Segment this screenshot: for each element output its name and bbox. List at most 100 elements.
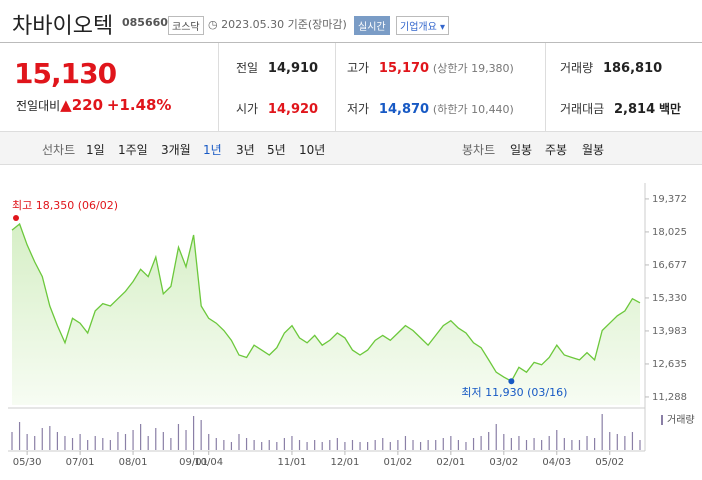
volume-bar bbox=[170, 438, 172, 450]
overview-dropdown[interactable]: 기업개요 ▾ bbox=[396, 16, 450, 35]
volume-bar bbox=[389, 442, 391, 450]
volume-bar bbox=[291, 436, 293, 450]
volume-bar bbox=[450, 436, 452, 450]
volume-legend: 거래량 bbox=[667, 414, 695, 426]
volume-bar bbox=[147, 436, 149, 450]
x-tick-label: 07/01 bbox=[66, 457, 95, 468]
volume-bar bbox=[117, 432, 119, 450]
high-dot bbox=[13, 214, 19, 221]
volume-bar bbox=[102, 438, 104, 450]
volume-bar bbox=[18, 422, 21, 450]
volume-legend-swatch bbox=[661, 415, 663, 425]
x-tick-label: 11/01 bbox=[278, 457, 307, 468]
x-tick-label: 08/01 bbox=[119, 457, 148, 468]
period-button[interactable]: 3개월 bbox=[161, 143, 191, 157]
volume-bar bbox=[321, 442, 323, 450]
period-bar: 선차트 봉차트 1일 1주일 3개월 1년 3년 5년 10년 일봉 주봉 월봉 bbox=[0, 131, 702, 165]
volume-bar bbox=[192, 416, 195, 450]
volume-bar bbox=[283, 438, 285, 450]
low-annotation: 최저 11,930 (03/16) bbox=[461, 386, 567, 399]
volume-bar bbox=[124, 434, 127, 450]
volume-bar bbox=[631, 432, 634, 450]
x-tick-label: 03/02 bbox=[489, 457, 518, 468]
period-button[interactable]: 1일 bbox=[86, 143, 105, 157]
y-tick-label: 19,372 bbox=[652, 194, 687, 205]
volume-bar bbox=[306, 442, 308, 450]
chart: 11,288 12,635 13,983 15,330 16,677 18,025 19,3… bbox=[8, 183, 695, 468]
change-pct: +1.48% bbox=[106, 96, 172, 114]
volume-bar bbox=[427, 440, 429, 450]
period-button[interactable]: 5년 bbox=[267, 143, 286, 157]
volume-bar bbox=[71, 438, 74, 450]
quote-label: 전일 bbox=[236, 61, 259, 75]
volume-bar bbox=[367, 442, 369, 450]
price-box: 15,130 전일대비▲220 +1.48% bbox=[0, 43, 219, 131]
x-tick-label: 04/03 bbox=[542, 457, 571, 468]
candle-button[interactable]: 월봉 bbox=[582, 143, 605, 157]
x-tick-label: 09/01 bbox=[179, 457, 208, 468]
volume-bar bbox=[419, 442, 422, 450]
quote-sub: (상한가 19,380) bbox=[432, 62, 514, 75]
volume-bar bbox=[155, 428, 157, 450]
overview-text: 기업개요 bbox=[400, 22, 437, 33]
quote-sub: (하한가 10,440) bbox=[432, 103, 514, 116]
change: 220 bbox=[71, 96, 104, 114]
change-label: 전일대비 bbox=[16, 99, 61, 113]
volume-bar bbox=[208, 434, 210, 450]
volume-bar bbox=[616, 434, 618, 450]
candle-button[interactable]: 일봉 bbox=[510, 143, 533, 157]
high-label: 최고 bbox=[12, 199, 32, 212]
volume-bar bbox=[624, 436, 626, 450]
x-tick-label: 10/04 bbox=[194, 457, 223, 468]
volume-bar bbox=[56, 432, 58, 450]
volume-bar bbox=[298, 440, 301, 450]
volume-bar bbox=[359, 442, 361, 450]
volume-bar bbox=[609, 432, 611, 450]
volume-bar bbox=[276, 442, 278, 450]
volume-bar bbox=[518, 436, 520, 450]
quote-value: 14,870 bbox=[378, 102, 430, 117]
volume-bar bbox=[238, 434, 240, 450]
volume-bar bbox=[162, 432, 164, 450]
y-tick-label: 16,677 bbox=[652, 260, 687, 271]
volume-bar bbox=[253, 440, 255, 450]
quote-label: 거래량 bbox=[560, 61, 594, 75]
volume-bar bbox=[374, 440, 376, 450]
volume-bar bbox=[34, 436, 36, 450]
volume-bar bbox=[41, 428, 43, 450]
volume-bar bbox=[435, 440, 437, 450]
realtime-button[interactable]: 실시간 bbox=[354, 16, 390, 35]
low-label: 최저 bbox=[461, 386, 481, 399]
period-button[interactable]: 10년 bbox=[299, 143, 326, 157]
x-tick-label: 05/02 bbox=[595, 457, 624, 468]
volume-bar bbox=[541, 440, 543, 450]
volume-bar bbox=[442, 438, 444, 450]
volume-bar bbox=[563, 438, 565, 450]
period-button[interactable]: 3년 bbox=[236, 143, 255, 157]
volume-bar bbox=[177, 424, 180, 450]
stock-code: 085660 bbox=[122, 16, 168, 29]
quote-label: 저가 bbox=[347, 102, 370, 116]
candle-button[interactable]: 주봉 bbox=[545, 143, 568, 157]
volume-bar bbox=[578, 440, 581, 450]
volume-bar bbox=[49, 426, 51, 450]
volume-bar bbox=[397, 440, 399, 450]
volume-bar bbox=[245, 438, 248, 450]
separator bbox=[545, 43, 546, 131]
period-button[interactable]: 1년 bbox=[203, 143, 222, 157]
volume-bar bbox=[525, 440, 528, 450]
candle-label: 봉차트 bbox=[462, 143, 496, 157]
quote-value: 14,910 bbox=[267, 61, 319, 76]
volume-bar bbox=[109, 440, 111, 450]
y-tick-label: 13,983 bbox=[652, 326, 687, 337]
volume-bar bbox=[26, 434, 28, 450]
volume-bar bbox=[344, 442, 346, 450]
high-date: (06/02) bbox=[78, 199, 118, 212]
volume-bar bbox=[533, 438, 535, 450]
volume-bar bbox=[639, 440, 641, 450]
volume-bar bbox=[79, 434, 81, 450]
quote-label: 고가 bbox=[347, 61, 370, 75]
volume-bar bbox=[382, 438, 384, 450]
period-button[interactable]: 1주일 bbox=[118, 143, 148, 157]
